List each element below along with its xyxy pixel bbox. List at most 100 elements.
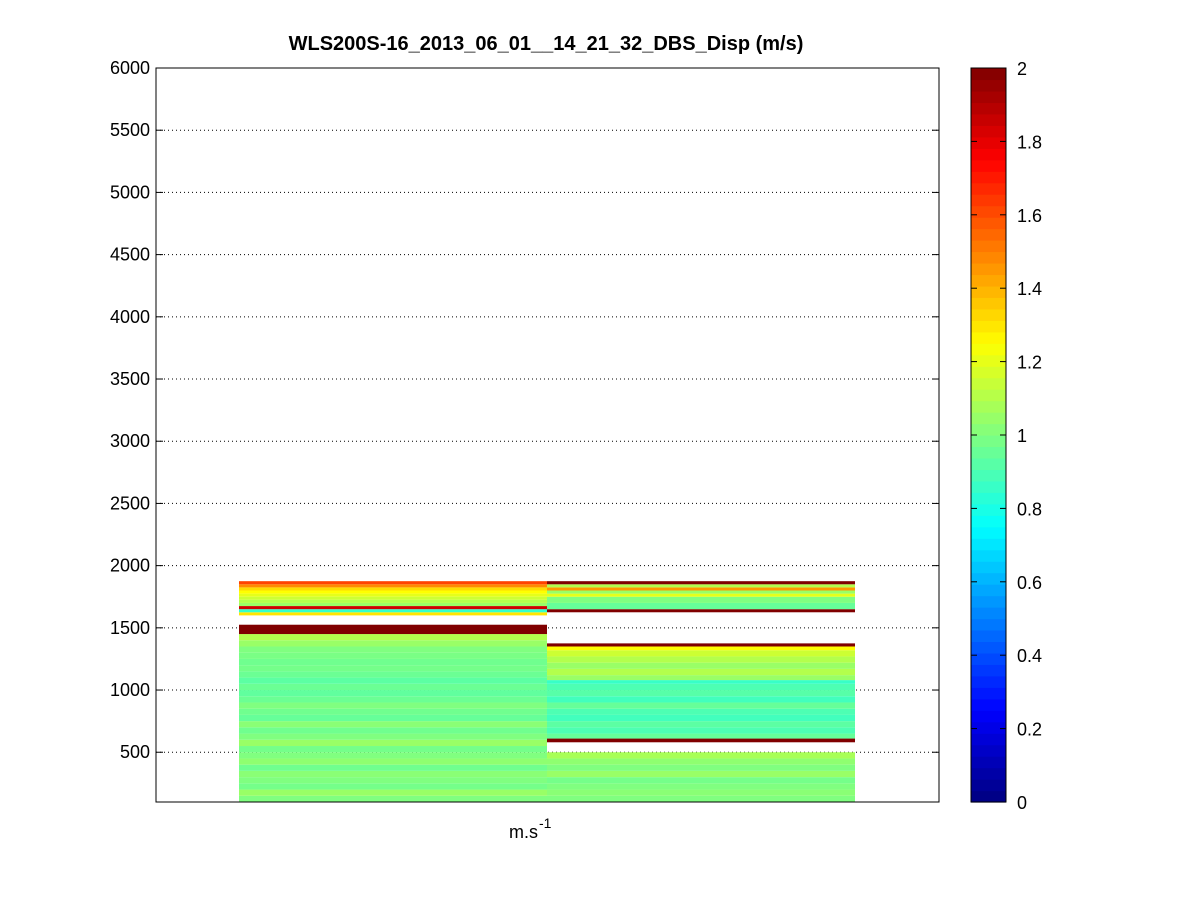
colorbar-tick-label: 1.8	[1017, 132, 1042, 152]
colorbar-cell	[971, 228, 1006, 241]
colorbar-cell	[971, 308, 1006, 321]
colorbar-cell	[971, 733, 1006, 746]
colorbar-cell	[971, 779, 1006, 792]
colorbar-tick-label: 0.2	[1017, 720, 1042, 740]
colorbar-cell	[971, 629, 1006, 643]
colorbar-tick-label: 0	[1017, 793, 1027, 813]
heatmap-band	[547, 714, 855, 722]
colorbar-cell	[971, 561, 1006, 574]
heatmap-band	[547, 643, 855, 647]
heatmap-band	[239, 746, 547, 753]
colorbar-cell	[971, 721, 1006, 734]
colorbar-cell	[971, 320, 1006, 333]
colorbar-cell	[971, 377, 1006, 390]
colorbar-cell	[971, 744, 1006, 757]
colorbar-cell	[971, 274, 1006, 287]
colorbar-cell	[971, 469, 1006, 482]
colorbar-cell	[971, 136, 1006, 149]
heatmap-band	[239, 727, 547, 734]
heatmap-band	[239, 758, 547, 765]
heatmap-band	[547, 738, 855, 743]
heatmap-band	[547, 777, 855, 784]
colorbar	[970, 67, 1007, 803]
colorbar-cell	[971, 354, 1006, 367]
heatmap-band	[239, 683, 547, 691]
heatmap-band	[547, 764, 855, 771]
y-tick-label: 2500	[110, 493, 150, 513]
colorbar-cell	[971, 767, 1006, 780]
colorbar-tick-label: 1.6	[1017, 206, 1042, 226]
colorbar-cell	[971, 366, 1006, 379]
heatmap-band	[547, 581, 855, 585]
colorbar-cell	[971, 480, 1006, 493]
heatmap-band	[239, 789, 547, 796]
colorbar-cell	[971, 607, 1006, 620]
heatmap-band	[239, 584, 547, 588]
colorbar-cell	[971, 687, 1006, 700]
colorbar-cell	[971, 251, 1006, 264]
heatmap-band	[239, 593, 547, 597]
colorbar-cell	[971, 457, 1006, 471]
heatmap-band	[547, 789, 855, 796]
heatmap-band	[239, 652, 547, 659]
colorbar-cell	[971, 240, 1006, 253]
colorbar-cell	[971, 618, 1006, 631]
heatmap-band	[239, 590, 547, 594]
heatmap-band	[547, 668, 855, 676]
heatmap-band	[547, 596, 855, 603]
colorbar-cell	[971, 102, 1006, 115]
heatmap-band	[547, 683, 855, 691]
colorbar-cell	[971, 446, 1006, 459]
heatmap-band	[239, 696, 547, 703]
colorbar-tick-label: 2	[1017, 59, 1027, 79]
heatmap-band	[239, 624, 547, 635]
y-axis-ticks: 500 1000 1500 2000 2500 3000 3500 4000 4500 5000 5…	[110, 58, 939, 762]
heatmap-band	[547, 795, 855, 802]
heatmap-band	[239, 752, 547, 759]
heatmap-band	[547, 721, 855, 728]
heatmap-band	[239, 587, 547, 591]
colorbar-cell	[971, 343, 1006, 356]
heatmap-band	[239, 599, 547, 603]
heatmap-band	[239, 733, 547, 740]
y-tick-label: 1000	[110, 680, 150, 700]
heatmap-band	[239, 609, 547, 613]
colorbar-cell	[971, 675, 1006, 688]
colorbar-cell	[971, 389, 1006, 402]
x-axis-label: m.s -1	[509, 815, 552, 842]
heatmap-band	[547, 609, 855, 613]
x-axis-label-base: m.s	[509, 822, 538, 842]
colorbar-cell	[971, 171, 1006, 184]
colorbar-tick-label: 1	[1017, 426, 1027, 446]
colorbar-tick-label: 0.8	[1017, 499, 1042, 519]
heatmap-band	[239, 581, 547, 585]
y-tick-label: 500	[120, 742, 150, 762]
heatmap-band	[547, 590, 855, 594]
heatmap-band	[547, 646, 855, 651]
heatmap-band	[547, 690, 855, 697]
heatmap-band	[547, 680, 855, 684]
heatmap-band	[239, 640, 547, 647]
colorbar-cell	[971, 664, 1006, 677]
colorbar-cell	[971, 423, 1006, 436]
colorbar-cell	[971, 641, 1006, 654]
heatmap-band	[239, 795, 547, 802]
colorbar-cell	[971, 710, 1006, 723]
heatmap-band	[547, 702, 855, 709]
heatmap-band	[239, 646, 547, 653]
colorbar-cell	[971, 297, 1006, 310]
chart-title: WLS200S-16_2013_06_01__14_21_32_DBS_Disp…	[289, 33, 804, 55]
colorbar-tick-label: 0.4	[1017, 646, 1042, 666]
heatmap-band	[239, 708, 547, 715]
heatmap-band	[547, 696, 855, 703]
heatmap-band	[547, 602, 855, 610]
colorbar-cell	[971, 790, 1006, 803]
y-tick-label: 1500	[110, 618, 150, 638]
heatmap-band	[239, 665, 547, 672]
colorbar-cell	[971, 400, 1006, 413]
colorbar-cell	[971, 125, 1006, 138]
heatmap-band	[239, 612, 547, 616]
colorbar-cell	[971, 113, 1006, 126]
heatmap-band	[239, 702, 547, 709]
